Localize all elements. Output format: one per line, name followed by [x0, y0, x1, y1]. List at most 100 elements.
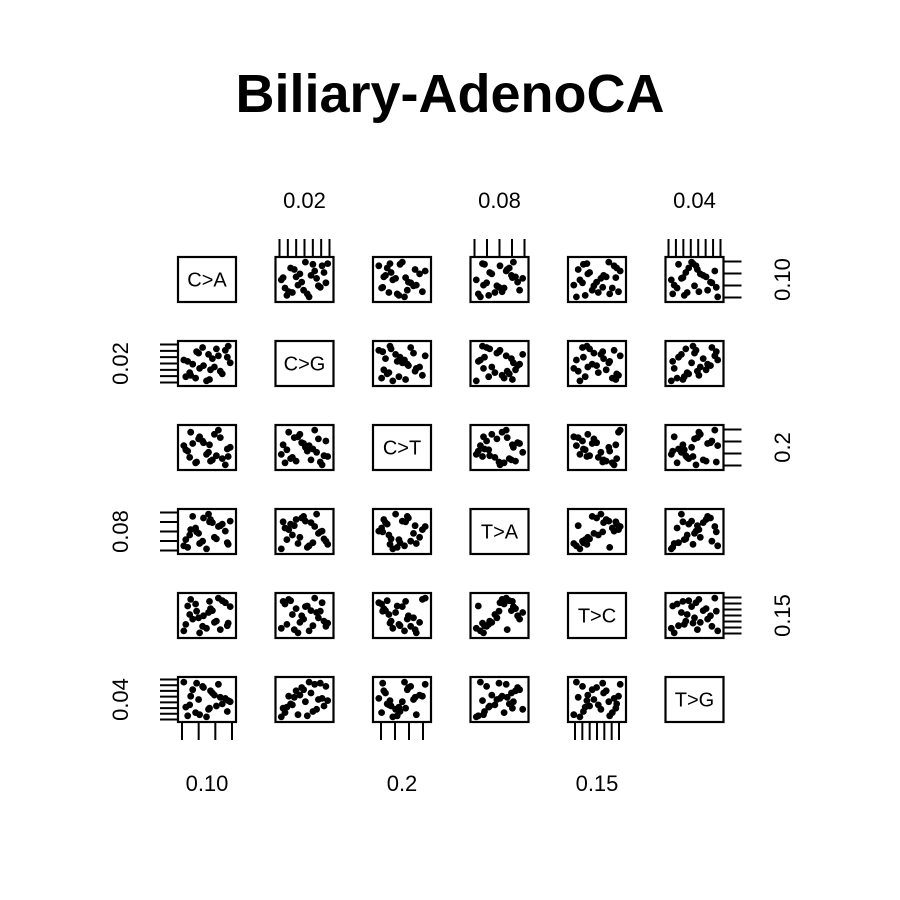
data-point: [386, 342, 394, 350]
data-point: [502, 680, 510, 688]
data-point: [573, 542, 580, 550]
right-tick-label: 0.15: [770, 594, 795, 637]
data-point: [586, 269, 593, 276]
top-ticks-col-2: [278, 239, 331, 257]
data-point: [477, 678, 484, 686]
data-point: [597, 510, 605, 518]
data-point: [590, 349, 598, 357]
data-point: [279, 704, 287, 712]
data-point: [675, 353, 682, 361]
data-point: [412, 540, 420, 547]
data-point: [294, 711, 302, 719]
variable-label: C>G: [284, 354, 326, 376]
data-point: [416, 363, 423, 371]
data-point: [195, 696, 203, 703]
panel-3-4: [566, 507, 628, 556]
data-point: [584, 691, 592, 699]
variable-label: C>A: [187, 270, 227, 292]
data-point: [474, 290, 482, 298]
data-point: [712, 528, 720, 536]
data-point: [580, 708, 587, 715]
data-point: [199, 344, 207, 351]
bottom-tick-label: 0.15: [576, 771, 619, 796]
data-point: [216, 367, 224, 375]
data-point: [187, 428, 195, 436]
panel-0-5: [664, 255, 725, 304]
panel-3-2: [371, 507, 433, 556]
data-point: [283, 536, 291, 543]
panel-frame: [566, 507, 628, 556]
data-point: [714, 627, 722, 635]
data-point: [378, 709, 385, 716]
top-tick-label: 0.02: [283, 188, 326, 213]
data-point: [392, 510, 399, 518]
data-point: [615, 692, 622, 700]
data-point: [712, 348, 720, 356]
data-point: [296, 430, 304, 438]
panel-frame: [566, 591, 628, 640]
panel-frame: [469, 591, 530, 640]
data-point: [322, 437, 330, 445]
data-point: [692, 461, 700, 469]
right-ticks-row-5: [723, 596, 742, 635]
panel-frame: [274, 591, 335, 640]
data-point: [606, 712, 614, 720]
data-point: [579, 279, 586, 287]
data-point: [679, 441, 687, 449]
data-point: [669, 544, 677, 551]
panel-frame: [664, 423, 725, 472]
data-point: [401, 678, 408, 686]
data-point: [495, 679, 503, 687]
data-point: [396, 622, 404, 630]
data-point: [189, 686, 197, 694]
data-point: [503, 693, 511, 701]
data-point: [402, 274, 409, 281]
data-point: [573, 442, 580, 449]
panel-frame: [274, 339, 335, 388]
data-point: [509, 598, 516, 605]
data-point: [290, 522, 298, 530]
data-point: [670, 433, 678, 441]
data-point: [594, 289, 602, 296]
data-point: [411, 626, 419, 633]
data-point: [514, 278, 521, 286]
panel-frame: [176, 423, 238, 472]
data-point: [180, 442, 188, 449]
data-point: [689, 453, 697, 460]
data-point: [307, 456, 315, 464]
panel-frame: [566, 423, 628, 472]
data-point: [474, 602, 482, 610]
data-point: [694, 522, 701, 530]
data-point: [311, 680, 319, 688]
panel-3-5: [664, 507, 725, 556]
data-point: [584, 430, 592, 438]
data-point: [396, 260, 404, 268]
data-point: [590, 530, 598, 537]
data-point: [483, 279, 490, 287]
data-point: [189, 440, 197, 447]
data-point: [410, 349, 417, 357]
data-point: [683, 611, 691, 618]
data-point: [583, 260, 591, 267]
data-point: [711, 426, 719, 434]
data-point: [491, 701, 499, 709]
data-point: [481, 445, 488, 453]
data-point: [187, 371, 195, 379]
data-point: [612, 376, 620, 383]
data-point: [583, 697, 591, 704]
data-point: [491, 369, 499, 376]
data-point: [393, 358, 401, 365]
data-point: [493, 696, 501, 703]
panel-frame: [371, 339, 433, 388]
data-point: [379, 348, 387, 356]
data-point: [606, 544, 614, 551]
data-point: [375, 262, 383, 270]
data-point: [184, 712, 192, 720]
data-point: [500, 709, 508, 716]
data-point: [302, 698, 309, 706]
data-point: [491, 454, 499, 461]
data-point: [488, 691, 496, 699]
panel-frame: [274, 507, 335, 556]
data-point: [711, 594, 719, 602]
data-point: [421, 680, 429, 688]
